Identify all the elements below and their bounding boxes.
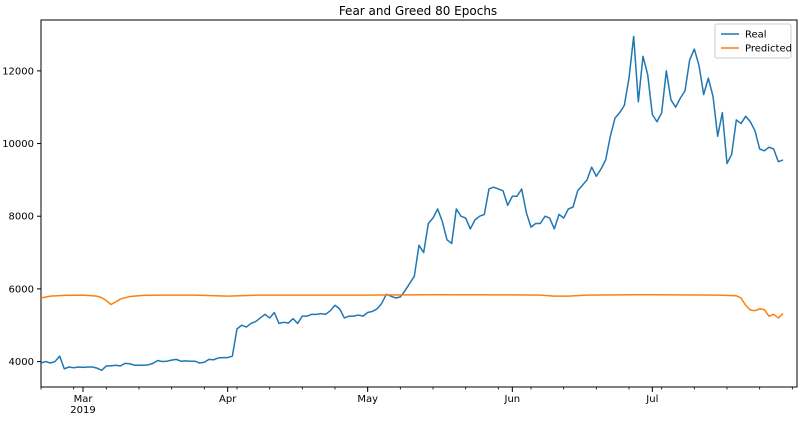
series-line-predicted (40, 293, 784, 319)
y-tick-label: 6000 (9, 284, 34, 295)
chart-title: Fear and Greed 80 Epochs (339, 4, 497, 18)
y-tick-label: 10000 (2, 139, 34, 150)
x-tick-label: May (357, 394, 378, 405)
x-tick-label: Apr (219, 394, 237, 405)
legend-box (714, 23, 792, 59)
x-tick-label: Jun (504, 394, 521, 405)
y-axis: 4000 6000 8000 10000 12000 (2, 66, 41, 368)
plot-area-frame (40, 19, 798, 388)
legend: Real Predicted (714, 23, 792, 59)
y-tick-label: 8000 (9, 212, 34, 223)
y-tick-label: 12000 (2, 66, 34, 77)
x-tick-label: Jul (645, 394, 658, 405)
series-layer (40, 35, 784, 372)
y-tick-label: 4000 (9, 357, 34, 368)
x-tick-sublabel: 2019 (70, 405, 95, 416)
legend-label: Predicted (745, 44, 792, 55)
series-line-real (40, 35, 784, 372)
legend-label: Real (745, 30, 767, 41)
x-tick-label: Mar (74, 394, 94, 405)
